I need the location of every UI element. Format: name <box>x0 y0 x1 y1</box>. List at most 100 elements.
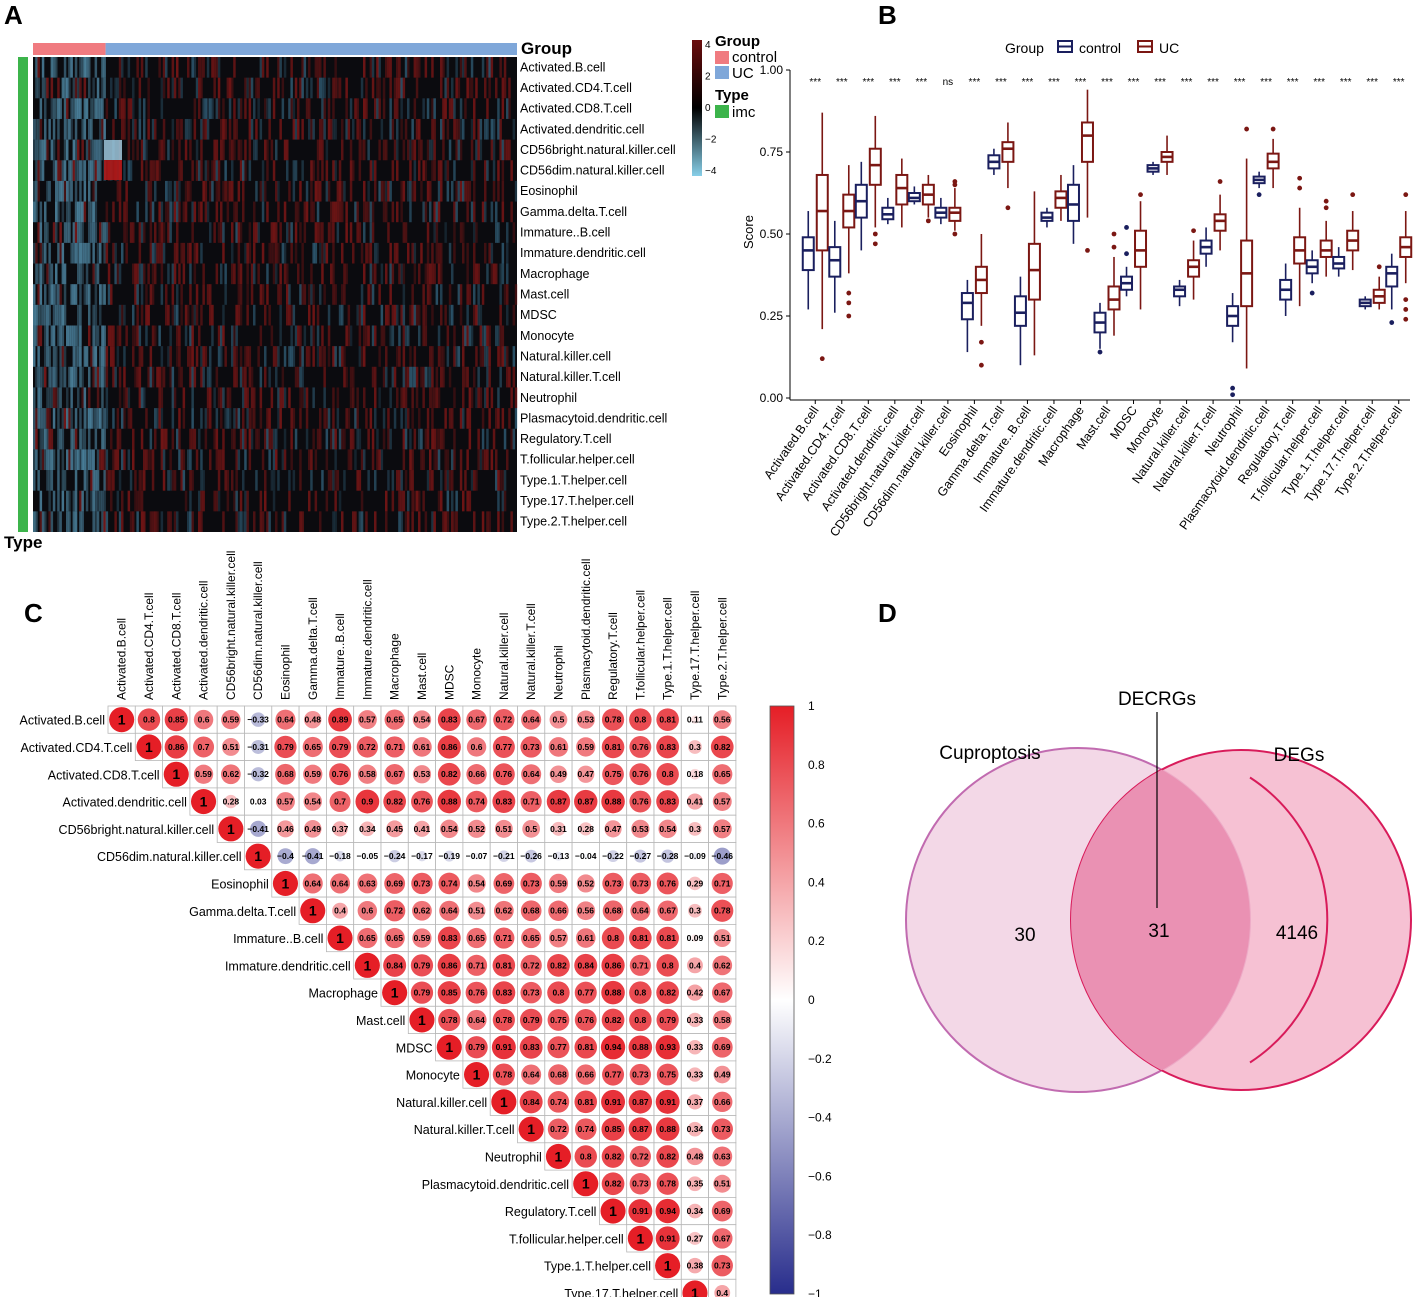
heatmap-cell <box>118 366 122 388</box>
heatmap-cell <box>290 408 293 429</box>
heatmap-cell <box>259 408 263 429</box>
box-significance-label: ns <box>943 77 954 88</box>
heatmap-cell <box>264 346 267 367</box>
heatmap-cell <box>288 304 291 326</box>
heatmap-cell <box>253 387 256 409</box>
corr-value-label: 0.54 <box>441 824 458 834</box>
heatmap-cell <box>202 263 205 285</box>
heatmap-cell <box>349 387 353 409</box>
heatmap-cell <box>94 201 98 223</box>
heatmap-cell <box>233 139 236 161</box>
heatmap-cell <box>145 57 148 78</box>
heatmap-row-label: Natural.killer.T.cell <box>520 370 621 384</box>
venn-intersection-count: 31 <box>1148 921 1169 942</box>
heatmap-cell <box>162 222 166 243</box>
heatmap-cell <box>220 201 223 223</box>
heatmap-cell <box>442 139 445 161</box>
heatmap-cell <box>74 366 78 388</box>
heatmap-cell <box>162 118 166 140</box>
heatmap-cell <box>200 346 203 367</box>
heatmap-cell <box>180 160 183 181</box>
heatmap-cell <box>39 160 43 181</box>
corr-value-label: 0.88 <box>605 988 622 998</box>
corr-value-label: 0.88 <box>605 797 622 807</box>
heatmap-cell <box>402 428 406 450</box>
heatmap-cell <box>365 511 368 532</box>
heatmap-cell <box>37 284 40 305</box>
heatmap-cell <box>206 284 210 305</box>
heatmap-cell <box>57 242 60 264</box>
corr-value-label: 0.72 <box>550 1124 567 1134</box>
box-uc <box>1399 192 1413 322</box>
heatmap-cell <box>272 346 276 367</box>
heatmap-cell <box>52 139 56 161</box>
heatmap-cell <box>407 366 410 388</box>
corr-value-label: 0.86 <box>605 960 622 970</box>
heatmap-cell <box>378 387 381 409</box>
heatmap-cell <box>321 470 324 491</box>
corr-value-label: 0.57 <box>550 933 567 943</box>
heatmap-cell <box>323 387 326 409</box>
heatmap-cell <box>429 139 432 161</box>
corr-value-label: 0.61 <box>414 742 431 752</box>
heatmap-cell <box>81 201 84 223</box>
heatmap-cell <box>246 77 249 99</box>
heatmap-cell <box>352 242 355 264</box>
heatmap-cell <box>316 180 320 202</box>
heatmap-cell <box>74 57 78 78</box>
heatmap-cell <box>88 57 91 78</box>
heatmap-cell <box>92 325 95 347</box>
heatmap-cell <box>431 387 434 409</box>
heatmap-row-label: Immature..B.cell <box>520 226 610 240</box>
heatmap-cell <box>264 304 267 326</box>
heatmap-cell <box>442 428 445 450</box>
corr-value-label: 0.68 <box>550 1070 567 1080</box>
heatmap-cell <box>105 449 109 471</box>
heatmap-cell <box>418 263 421 285</box>
heatmap-cell <box>440 180 443 202</box>
heatmap-cell <box>39 284 43 305</box>
heatmap-cell <box>334 490 337 512</box>
heatmap-cell <box>92 160 95 181</box>
heatmap-cell <box>63 98 67 119</box>
heatmap-cell <box>497 180 500 202</box>
heatmap-cell <box>57 201 60 223</box>
heatmap-cell <box>68 77 71 99</box>
heatmap-cell <box>470 325 474 347</box>
heatmap-cell <box>90 490 93 512</box>
heatmap-cell <box>235 470 238 491</box>
heatmap-cell <box>484 180 487 202</box>
heatmap-cell <box>440 346 443 367</box>
heatmap-cell <box>316 325 320 347</box>
corr-value-label: 0.51 <box>714 933 731 943</box>
box-significance-label: *** <box>1181 77 1193 88</box>
corr-circle <box>493 873 515 894</box>
heatmap-cell <box>224 118 227 140</box>
heatmap-cell <box>59 346 62 367</box>
heatmap-cell <box>149 160 153 181</box>
heatmap-cell <box>382 325 386 347</box>
corr-circle <box>384 709 405 730</box>
heatmap-cell <box>294 325 298 347</box>
heatmap-cell <box>70 160 73 181</box>
corr-circle <box>438 872 461 895</box>
heatmap-cell <box>79 511 82 532</box>
corr-value-label: 0.61 <box>577 933 594 943</box>
heatmap-cell <box>510 511 513 532</box>
heatmap-cell <box>123 366 126 388</box>
heatmap-cell <box>184 118 188 140</box>
box-control <box>854 161 868 251</box>
heatmap-cell <box>369 222 373 243</box>
heatmap-cell <box>134 284 137 305</box>
heatmap-cell <box>77 304 80 326</box>
heatmap-cell <box>52 57 56 78</box>
corr-value-label: −0.19 <box>438 851 460 861</box>
heatmap-cell <box>226 387 230 409</box>
heatmap-cell <box>138 325 142 347</box>
heatmap-cell <box>363 201 366 223</box>
corr-value-label: 0.4 <box>334 906 346 916</box>
heatmap-cell <box>266 98 269 119</box>
heatmap-cell <box>74 284 78 305</box>
heatmap-cell <box>369 201 373 223</box>
corr-value-label: 0.65 <box>386 715 403 725</box>
